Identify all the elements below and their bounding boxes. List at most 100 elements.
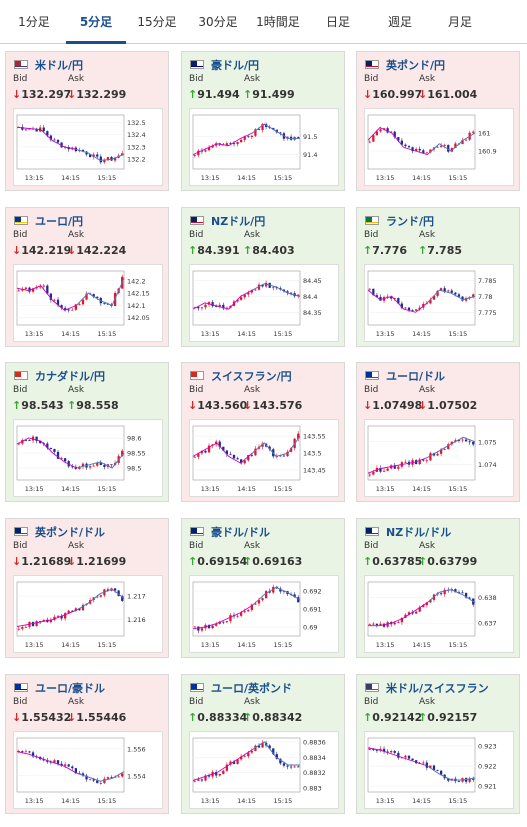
rate-card[interactable]: ランド/円 Bid Ask ↑7.776 ↑7.785 7.785 7.78 7.775 13:…: [356, 207, 520, 347]
candlestick-chart[interactable]: 161 160.9 13:15 14:15 15:15: [364, 108, 514, 186]
rate-card[interactable]: 英ポンド/円 Bid Ask ↓160.997 ↓161.004 161 160.9 13:1…: [356, 51, 520, 191]
x-tick-label: 15:15: [449, 797, 468, 805]
candle-body: [372, 135, 375, 142]
tab-30min[interactable]: 30分足: [198, 15, 238, 29]
pair-name-link[interactable]: 英ポンド/円: [386, 59, 446, 72]
candle-body: [461, 140, 464, 145]
candle-body: [261, 124, 264, 131]
bid-label: Bid: [189, 74, 204, 84]
rate-card[interactable]: ユーロ/円 Bid Ask ↓142.219 ↓142.224 142.2 142.15 14…: [5, 207, 169, 347]
candlestick-chart[interactable]: 98.6 98.55 98.5 13:15 14:15 15:15: [13, 419, 163, 497]
pair-name-link[interactable]: ユーロ/英ポンド: [211, 682, 293, 695]
rate-card[interactable]: NZドル/ドル Bid Ask ↑0.63785 ↑0.63799 0.638 0.637 1…: [356, 518, 520, 658]
pair-name-link[interactable]: NZドル/ドル: [386, 526, 452, 539]
tab-15min[interactable]: 15分足: [137, 15, 177, 29]
candlestick-chart[interactable]: 7.785 7.78 7.775 13:15 14:15 15:15: [364, 264, 514, 342]
ask-price: 0.92157: [427, 711, 478, 724]
rate-card[interactable]: ユーロ/豪ドル Bid Ask ↓1.55432 ↓1.55446 1.556 1.554 1…: [5, 674, 169, 814]
pair-name-link[interactable]: 豪ドル/ドル: [211, 526, 271, 539]
candlestick-chart[interactable]: 91.5 91.4 13:15 14:15 15:15: [189, 108, 339, 186]
chart-svg: 0.8836 0.8834 0.8832 0.883 13:15 14:15 15:15: [192, 737, 326, 805]
rate-card[interactable]: NZドル/円 Bid Ask ↑84.391 ↑84.403 84.45 84.4 84.35…: [181, 207, 345, 347]
candle-body: [397, 298, 400, 304]
ask-label: Ask: [419, 541, 436, 551]
pair-name-link[interactable]: ユーロ/豪ドル: [35, 682, 106, 695]
plot-frame: [16, 114, 125, 170]
rate-card[interactable]: カナダドル/円 Bid Ask ↑98.543 ↑98.558 98.6 98.55 98.5…: [5, 362, 169, 502]
pair-name-link[interactable]: ランド/円: [386, 215, 435, 228]
candle-body: [415, 309, 418, 311]
candlestick-chart[interactable]: 84.45 84.4 84.35 13:15 14:15 15:15: [189, 264, 339, 342]
rate-card[interactable]: 豪ドル/円 Bid Ask ↑91.494 ↑91.499 91.5 91.4 13:15 14…: [181, 51, 345, 191]
trend-arrow-icon: ↓: [67, 88, 77, 101]
rate-card[interactable]: ユーロ/ドル Bid Ask ↓1.07498 ↓1.07502 1.075 1.074 13…: [356, 362, 520, 502]
pair-name-link[interactable]: カナダドル/円: [35, 370, 106, 383]
candle-body: [379, 129, 382, 132]
y-tick-label: 132.4: [127, 131, 146, 139]
pair-name-link[interactable]: NZドル/円: [211, 215, 266, 228]
candle-body: [236, 299, 239, 302]
candlestick-chart[interactable]: 0.692 0.691 0.69 13:15 14:15 15:15: [189, 575, 339, 653]
tab-monthly[interactable]: 月足: [447, 15, 472, 29]
candlestick-chart[interactable]: 132.5 132.4 132.3 132.2 13:15 14:15 15:15: [13, 108, 163, 186]
candlestick-chart[interactable]: 142.2 142.15 142.1 142.05 13:15 14:15 15:15: [13, 264, 163, 342]
flag-za-jp-icon: [365, 216, 379, 225]
rate-card[interactable]: 米ドル/円 Bid Ask ↓132.297 ↓132.299 132.5 132.4 132…: [5, 51, 169, 191]
chart-svg: 0.692 0.691 0.69 13:15 14:15 15:15: [192, 581, 322, 649]
candle-body: [397, 137, 400, 141]
candle-body: [110, 464, 113, 466]
tab-5min[interactable]: 5分足: [66, 0, 126, 44]
candle-body: [207, 147, 211, 151]
pair-name-link[interactable]: 米ドル/円: [35, 59, 84, 72]
candle-body: [472, 779, 475, 780]
candle-body: [225, 450, 229, 455]
candle-body: [211, 302, 214, 307]
rate-card[interactable]: スイスフラン/円 Bid Ask ↓143.560 ↓143.576 143.55 143.…: [181, 362, 345, 502]
tab-daily[interactable]: 日足: [325, 15, 350, 29]
pair-name-link[interactable]: 英ポンド/ドル: [35, 526, 106, 539]
candle-body: [56, 760, 60, 764]
rate-card[interactable]: 豪ドル/ドル Bid Ask ↑0.69154 ↑0.69163 0.692 0.691 0.…: [181, 518, 345, 658]
pair-name-link[interactable]: ユーロ/ドル: [386, 370, 446, 383]
candlestick-chart[interactable]: 1.556 1.554 13:15 14:15 15:15: [13, 731, 163, 809]
candlestick-chart[interactable]: 0.923 0.922 0.921 13:15 14:15 15:15: [364, 731, 514, 809]
ask-value: ↑0.63799: [418, 555, 477, 568]
rate-card[interactable]: 英ポンド/ドル Bid Ask ↓1.21689 ↓1.21699 1.217 1.216 1…: [5, 518, 169, 658]
candle-body: [247, 610, 250, 612]
pair-name-link[interactable]: スイスフラン/円: [211, 370, 292, 383]
pair-name-link[interactable]: ユーロ/円: [35, 215, 84, 228]
chart-svg: 142.2 142.15 142.1 142.05 13:15 14:15 15:15: [16, 270, 150, 338]
candle-body: [415, 611, 418, 614]
tab-weekly[interactable]: 週足: [387, 15, 412, 29]
flag-eu-au-icon: [14, 683, 28, 692]
tab-1hour[interactable]: 1時間足: [256, 15, 300, 29]
candle-body: [197, 150, 200, 156]
y-tick-label: 1.216: [127, 616, 146, 624]
candlestick-chart[interactable]: 0.638 0.637 13:15 14:15 15:15: [364, 575, 514, 653]
flag-ch-jp-icon: [190, 371, 204, 380]
candle-body: [411, 758, 414, 761]
candle-body: [46, 131, 49, 136]
ask-price: 143.576: [252, 399, 303, 412]
y-tick-label: 1.075: [478, 438, 497, 446]
flag-eu-gb-icon: [190, 683, 204, 692]
candle-body: [64, 308, 67, 310]
pair-name-link[interactable]: 豪ドル/円: [211, 59, 260, 72]
ask-label: Ask: [68, 385, 85, 395]
candle-body: [443, 144, 446, 146]
pair-name-link[interactable]: 米ドル/スイスフラン: [386, 682, 489, 695]
candlestick-chart[interactable]: 1.217 1.216 13:15 14:15 15:15: [13, 575, 163, 653]
candle-body: [447, 444, 450, 450]
candlestick-chart[interactable]: 1.075 1.074 13:15 14:15 15:15: [364, 419, 514, 497]
candle-body: [397, 466, 400, 469]
candlestick-chart[interactable]: 143.55 143.5 143.45 13:15 14:15 15:15: [189, 419, 339, 497]
candlestick-chart[interactable]: 0.8836 0.8834 0.8832 0.883 13:15 14:15 15:15: [189, 731, 339, 809]
x-tick-label: 13:15: [201, 797, 220, 805]
ask-value: ↓1.07502: [418, 399, 477, 412]
x-tick-label: 13:15: [376, 485, 395, 493]
y-tick-label: 0.69: [303, 624, 317, 632]
ask-label: Ask: [419, 74, 436, 84]
tab-1min[interactable]: 1分足: [18, 15, 50, 29]
rate-card[interactable]: 米ドル/スイスフラン Bid Ask ↑0.92142 ↑0.92157 0.923 0.9…: [356, 674, 520, 814]
rate-card[interactable]: ユーロ/英ポンド Bid Ask ↑0.88334 ↑0.88342 0.8836 0.88…: [181, 674, 345, 814]
